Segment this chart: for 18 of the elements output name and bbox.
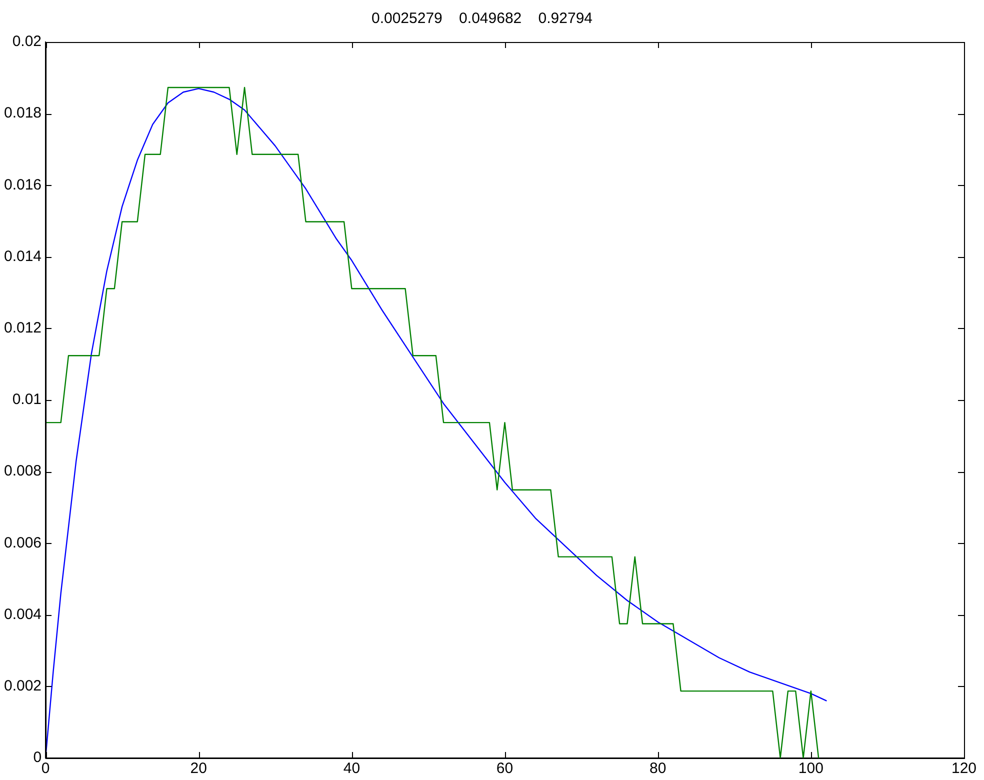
x-tick-label: 60 — [496, 760, 514, 778]
x-tick-label: 40 — [343, 760, 360, 778]
y-tick-label: 0.002 — [4, 678, 42, 695]
y-tick-label: 0.014 — [4, 248, 42, 265]
y-tick-label: 0.012 — [4, 320, 42, 337]
x-tick-label: 80 — [650, 760, 666, 778]
y-tick-label: 0.006 — [4, 534, 42, 552]
y-tick-label: 0.008 — [4, 462, 42, 480]
y-tick-label: 0.02 — [12, 33, 42, 50]
chart-title: 0.0025279 0.049682 0.92794 — [371, 10, 593, 28]
y-tick-label: 0 — [33, 749, 42, 766]
y-tick-label: 0.016 — [4, 176, 42, 194]
x-tick-label: 120 — [951, 760, 977, 778]
y-tick-label: 0.01 — [12, 391, 42, 408]
y-tick-label: 0.004 — [4, 606, 42, 623]
x-tick-label: 100 — [798, 760, 824, 778]
y-tick-label: 0.018 — [4, 104, 42, 122]
x-tick-label: 20 — [190, 760, 207, 778]
